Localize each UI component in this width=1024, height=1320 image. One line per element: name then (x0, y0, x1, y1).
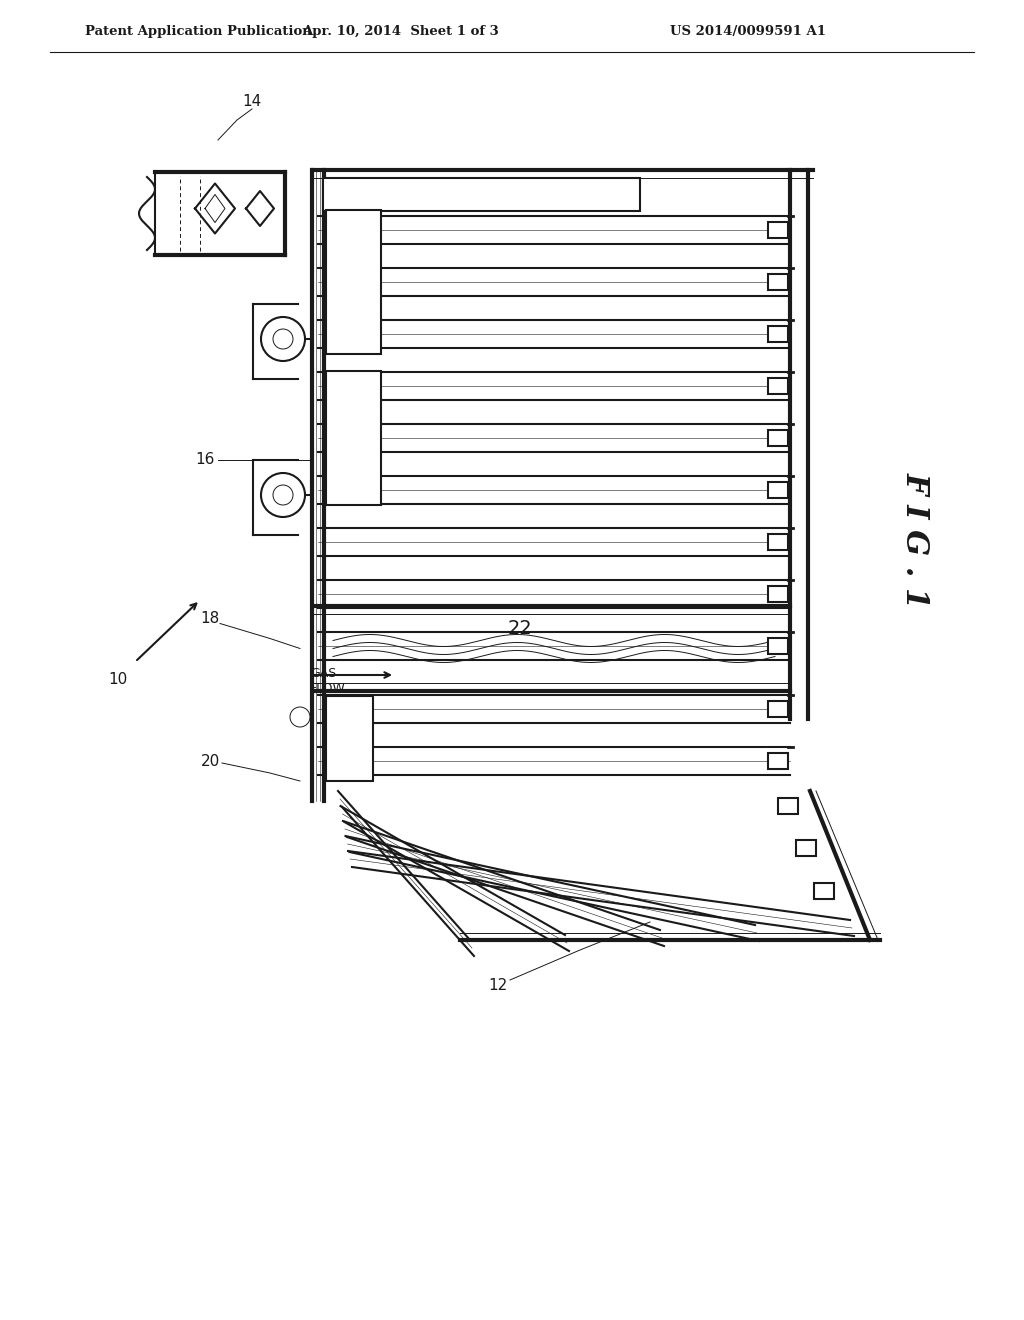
Text: GAS: GAS (310, 667, 336, 680)
Text: Patent Application Publication: Patent Application Publication (85, 25, 311, 38)
Bar (323, 178, 640, 211)
Text: FLOW: FLOW (310, 682, 346, 696)
Bar (768, 586, 788, 602)
Bar (768, 638, 788, 653)
Bar (768, 535, 788, 550)
Text: 20: 20 (201, 754, 219, 768)
Bar (796, 841, 816, 857)
Bar (326, 696, 373, 781)
Circle shape (273, 329, 293, 348)
Text: 16: 16 (196, 453, 215, 467)
Bar (768, 752, 788, 770)
Bar (768, 701, 788, 717)
Text: 18: 18 (201, 611, 219, 626)
Bar (768, 222, 788, 238)
Text: Apr. 10, 2014  Sheet 1 of 3: Apr. 10, 2014 Sheet 1 of 3 (302, 25, 499, 38)
Circle shape (273, 484, 293, 506)
Bar (768, 430, 788, 446)
Text: F I G . 1: F I G . 1 (899, 471, 931, 609)
Bar (768, 275, 788, 290)
Text: US 2014/0099591 A1: US 2014/0099591 A1 (670, 25, 826, 38)
Bar (326, 210, 381, 354)
Text: 14: 14 (243, 95, 261, 110)
Circle shape (261, 473, 305, 517)
Circle shape (261, 317, 305, 360)
Bar (778, 797, 799, 813)
Text: 12: 12 (488, 978, 508, 993)
Bar (768, 326, 788, 342)
Text: 10: 10 (109, 672, 128, 688)
Bar (326, 371, 381, 506)
Bar (768, 482, 788, 498)
Text: 22: 22 (508, 619, 532, 638)
Bar (814, 883, 834, 899)
Bar (768, 378, 788, 393)
Circle shape (290, 708, 310, 727)
